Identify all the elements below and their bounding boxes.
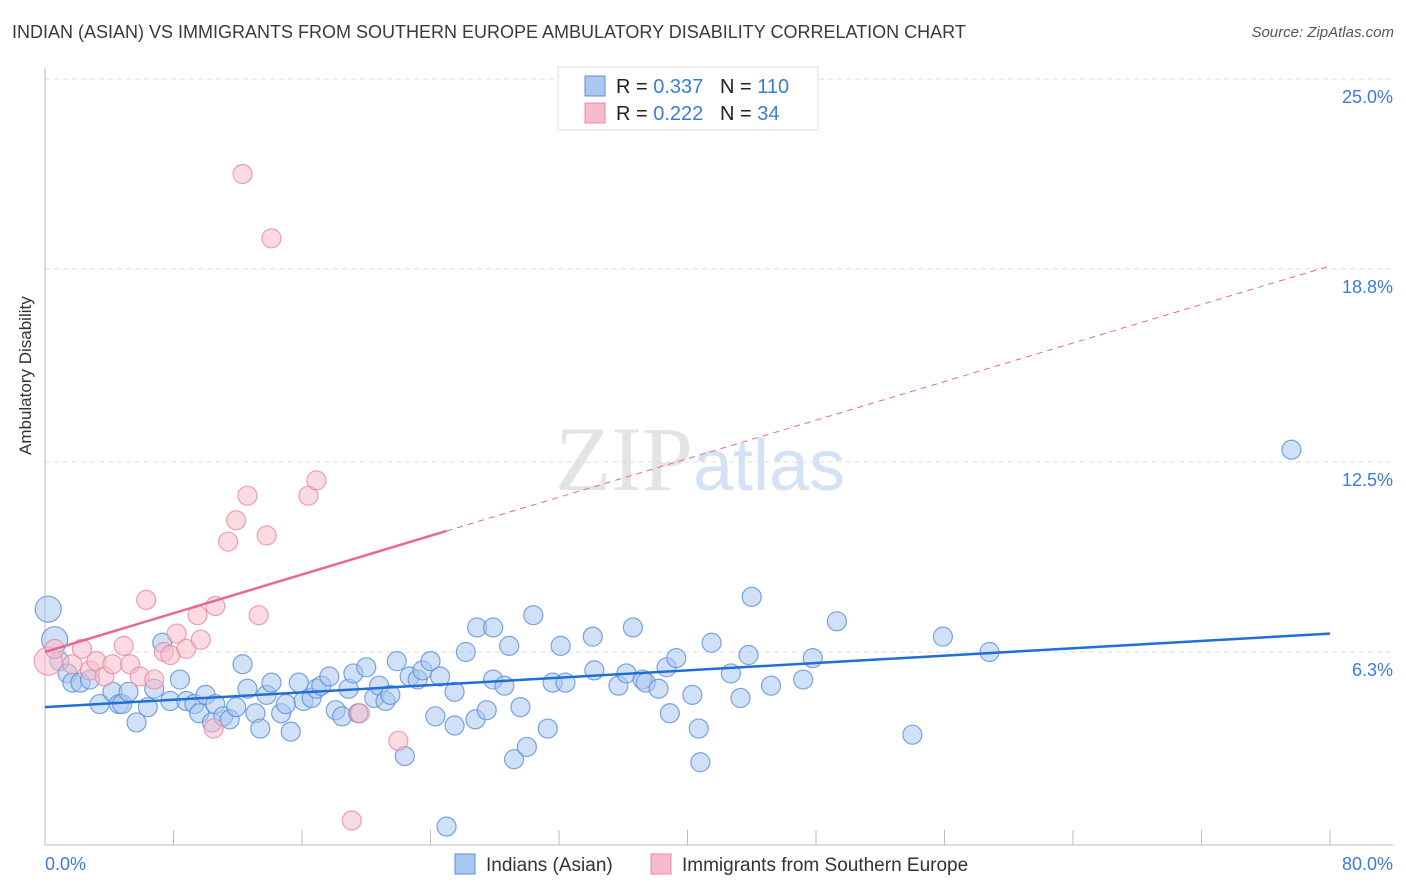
data-point: [666, 647, 687, 669]
data-point: [113, 635, 134, 656]
data-point: [386, 651, 407, 672]
data-point: [455, 641, 476, 663]
legend-swatch: [584, 102, 606, 124]
data-point: [306, 470, 327, 491]
data-point: [356, 657, 377, 678]
data-point: [741, 586, 762, 607]
data-point: [176, 638, 197, 660]
legend: R = 0.337 N = 110 R = 0.222 N = 34: [557, 66, 819, 131]
data-point: [62, 654, 83, 675]
data-point: [701, 632, 722, 653]
data-point: [319, 666, 340, 687]
data-point: [1281, 439, 1302, 460]
legend-swatch: [454, 853, 476, 875]
data-point: [738, 644, 759, 666]
data-point: [226, 697, 247, 718]
data-point: [503, 749, 525, 770]
y-tick-label: 25.0%: [1342, 87, 1393, 107]
bottom-legend: Indians (Asian) Immigrants from Southern …: [454, 853, 968, 876]
data-point: [537, 718, 558, 739]
data-point: [126, 712, 147, 733]
data-point: [688, 718, 709, 739]
data-point: [622, 617, 643, 638]
source-label: Source: ZipAtlas.com: [1251, 24, 1394, 41]
data-point: [190, 629, 211, 650]
data-point: [476, 700, 497, 721]
data-point: [380, 684, 401, 705]
data-point: [71, 638, 93, 660]
data-point: [341, 810, 362, 831]
y-tick-label: 18.8%: [1342, 277, 1393, 297]
data-point: [648, 678, 669, 699]
data-point: [659, 703, 680, 724]
data-point: [444, 681, 465, 702]
data-point: [550, 635, 571, 656]
data-point: [793, 669, 814, 690]
data-point: [250, 718, 271, 739]
data-point: [483, 617, 504, 638]
data-point: [436, 816, 457, 837]
data-point: [494, 675, 515, 696]
data-point: [288, 672, 309, 693]
data-point: [261, 228, 282, 249]
watermark: ZIPatlas: [555, 408, 845, 510]
data-point: [102, 654, 123, 675]
legend-swatch: [584, 75, 606, 97]
legend-entry: R = 0.337 N = 110: [616, 76, 789, 98]
data-point: [166, 623, 187, 644]
data-point: [388, 730, 409, 751]
data-point: [280, 721, 301, 742]
data-point: [144, 669, 165, 690]
legend-label: Indians (Asian): [486, 855, 613, 876]
data-point: [760, 675, 782, 696]
data-point: [169, 669, 191, 690]
series-1-points: [33, 163, 409, 831]
data-point: [499, 635, 520, 656]
data-point: [510, 697, 531, 718]
data-point: [261, 672, 282, 693]
data-point: [248, 605, 269, 626]
data-point: [523, 605, 544, 626]
data-point: [420, 651, 441, 672]
data-point: [218, 531, 239, 552]
data-point: [516, 736, 537, 758]
data-point: [237, 678, 258, 699]
data-point: [425, 706, 446, 727]
legend-label: Immigrants from Southern Europe: [682, 855, 968, 876]
data-point: [136, 589, 157, 610]
data-point: [932, 626, 953, 647]
data-point: [232, 654, 253, 675]
data-point: [730, 687, 751, 709]
y-tick-label: 12.5%: [1342, 470, 1393, 490]
legend-entry: R = 0.222 N = 34: [616, 103, 779, 125]
data-point: [34, 595, 62, 623]
chart-title: INDIAN (ASIAN) VS IMMIGRANTS FROM SOUTHE…: [12, 22, 966, 42]
data-point: [690, 752, 711, 773]
trend-line-0: [44, 632, 1331, 709]
data-point: [237, 485, 258, 506]
data-point: [582, 626, 603, 647]
legend-swatch: [650, 853, 672, 875]
data-point: [902, 724, 923, 745]
x-tick-label: 80.0%: [1342, 854, 1393, 874]
data-point: [232, 163, 253, 185]
y-axis-label: Ambulatory Disability: [16, 296, 35, 455]
data-point: [256, 525, 277, 546]
data-point: [826, 611, 847, 632]
data-point: [682, 684, 703, 705]
data-point: [444, 715, 465, 736]
data-point: [349, 703, 370, 724]
data-point: [226, 510, 247, 531]
y-tick-label: 6.3%: [1352, 660, 1393, 680]
trend-line-1: [44, 529, 447, 654]
data-point: [430, 666, 451, 687]
data-point: [203, 718, 224, 739]
x-tick-label: 0.0%: [45, 854, 86, 874]
data-point: [275, 693, 297, 715]
